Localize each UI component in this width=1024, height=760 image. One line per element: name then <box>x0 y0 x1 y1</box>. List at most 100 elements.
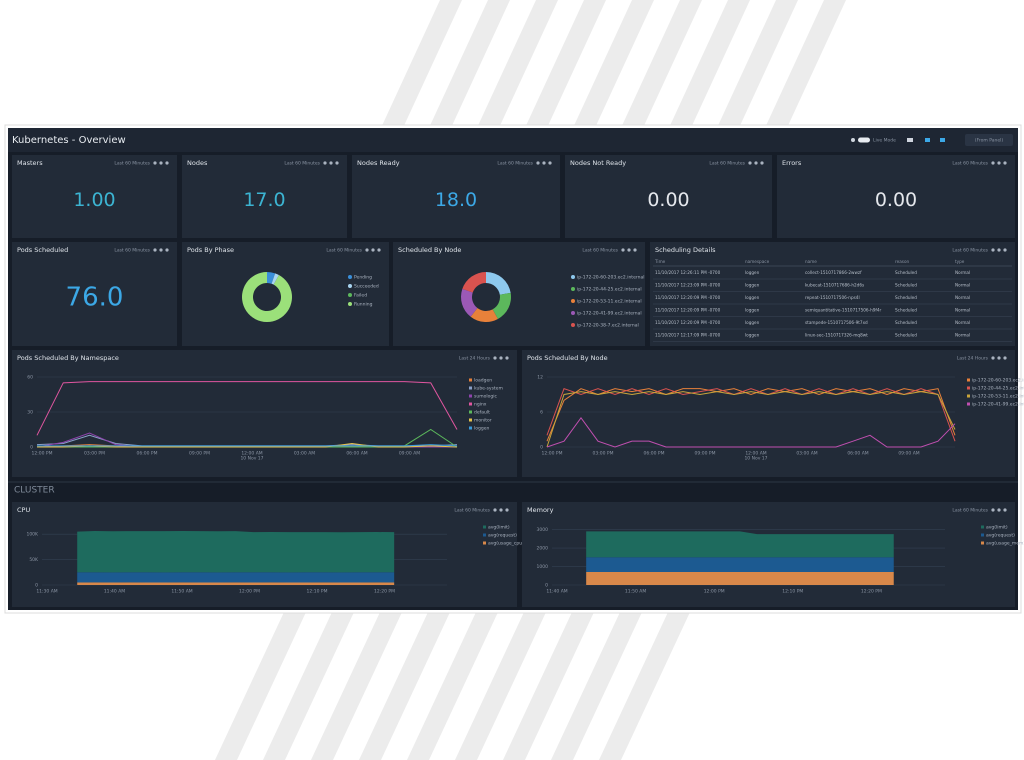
panel-icon[interactable] <box>991 248 995 252</box>
panel-icon[interactable] <box>997 508 1001 512</box>
panel-icon[interactable] <box>371 248 375 252</box>
panel-icon[interactable] <box>493 508 497 512</box>
from-panel-button[interactable] <box>965 134 1013 146</box>
panel-icon[interactable] <box>159 161 163 165</box>
legend-label: ip-172-20-53-11.ec2.internal <box>577 299 642 305</box>
panel-icon[interactable] <box>329 161 333 165</box>
panel-icon[interactable] <box>1003 161 1007 165</box>
panel-icon[interactable] <box>505 508 509 512</box>
panel <box>393 242 645 346</box>
panel-title: CPU <box>17 506 30 514</box>
panel-icon[interactable] <box>991 356 995 360</box>
bg-stripe <box>359 610 451 760</box>
legend-label: kube-system <box>474 386 503 392</box>
y-tick-label: 0 <box>35 583 38 589</box>
panel-icon[interactable] <box>997 248 1001 252</box>
panel-icon[interactable] <box>991 508 995 512</box>
panel-icon[interactable] <box>754 161 758 165</box>
live-toggle[interactable] <box>858 137 870 143</box>
y-tick-label: 12 <box>537 375 543 381</box>
legend-swatch <box>967 402 970 406</box>
legend-swatch <box>981 533 984 537</box>
panel-icon[interactable] <box>505 356 509 360</box>
x-tick-label: 09:00 AM <box>399 451 420 457</box>
panel-icon[interactable] <box>493 356 497 360</box>
y-tick-label: 30 <box>27 410 33 416</box>
legend-label: Succeeded <box>354 284 379 290</box>
donut-slice <box>461 288 478 317</box>
panel-icon[interactable] <box>621 248 625 252</box>
table-cell: Normal <box>955 270 970 275</box>
panel-icon[interactable] <box>542 161 546 165</box>
table-cell: semiquantitative-1510717506-h9f4r <box>805 308 882 313</box>
legend-swatch <box>571 275 575 279</box>
legend-swatch <box>483 533 486 537</box>
stat-value: 0.00 <box>647 189 689 211</box>
bg-stripe <box>407 610 499 760</box>
panel-icon[interactable] <box>365 248 369 252</box>
legend-swatch <box>348 284 352 288</box>
panel-icon[interactable] <box>748 161 752 165</box>
area <box>586 572 894 585</box>
panel-icon[interactable] <box>159 248 163 252</box>
header-bar <box>8 128 1018 152</box>
panel-icon[interactable] <box>548 161 552 165</box>
panel-title: Pods By Phase <box>187 246 234 254</box>
panel-icon[interactable] <box>499 356 503 360</box>
filter-icon[interactable] <box>925 138 930 142</box>
legend-swatch <box>348 293 352 297</box>
panel-icon[interactable] <box>499 508 503 512</box>
stat-value: 18.0 <box>435 189 477 211</box>
panel-icon[interactable] <box>633 248 637 252</box>
panel-icon[interactable] <box>335 161 339 165</box>
legend-swatch <box>483 525 486 529</box>
line <box>37 444 458 447</box>
table-cell: loggen <box>745 320 760 325</box>
background <box>215 0 846 760</box>
legend-label: ip-172-20-41-99.ec2.internal <box>577 311 642 317</box>
panel-icon[interactable] <box>165 161 169 165</box>
legend-swatch <box>469 418 472 422</box>
panel-range: Last 60 Minutes <box>114 248 150 254</box>
table-cell: loggen <box>745 308 760 313</box>
y-tick-label: 0 <box>30 445 33 451</box>
panel-icon[interactable] <box>377 248 381 252</box>
panel-icon[interactable] <box>536 161 540 165</box>
legend-label: avg(usage_mem) <box>986 541 1024 547</box>
line <box>37 442 458 448</box>
panel-title: Nodes Ready <box>357 159 400 167</box>
x-tick-label: 03:00 AM <box>796 451 817 457</box>
bg-stripe <box>428 0 510 130</box>
legend-label: ip-172-20-44-25.ec2.internal <box>577 287 642 293</box>
table-cell: Normal <box>955 283 970 288</box>
panel-icon[interactable] <box>165 248 169 252</box>
panel-icon[interactable] <box>1003 508 1007 512</box>
panel <box>777 155 1015 238</box>
table-cell: 11/10/2017 12:20:09 PM -0700 <box>655 308 721 313</box>
panel-icon[interactable] <box>991 161 995 165</box>
panel-icon[interactable] <box>1003 248 1007 252</box>
y-tick-label: 6 <box>540 410 543 416</box>
panel-icon[interactable] <box>997 161 1001 165</box>
line <box>546 388 956 442</box>
edit-icon[interactable] <box>907 138 913 142</box>
bg-stripe <box>311 610 403 760</box>
share-icon[interactable] <box>940 138 945 142</box>
x-tick-label: 11:50 AM <box>625 589 646 595</box>
panel-icon[interactable] <box>760 161 764 165</box>
table-cell: Scheduled <box>895 320 917 325</box>
x-tick-label: 12:00 AM <box>241 451 262 457</box>
legend-swatch <box>571 323 575 327</box>
legend-swatch <box>571 299 575 303</box>
panel-icon[interactable] <box>153 248 157 252</box>
panel-icon[interactable] <box>997 356 1001 360</box>
panel-icon[interactable] <box>323 161 327 165</box>
legend-label: ip-172-20-41-99.ec2.internal <box>972 402 1024 408</box>
bg-stripe <box>503 610 595 760</box>
x-tick-label: 12:00 PM <box>32 451 53 457</box>
panel-range: Last 60 Minutes <box>952 508 988 514</box>
panel-icon[interactable] <box>1003 356 1007 360</box>
panel-icon[interactable] <box>627 248 631 252</box>
panel-icon[interactable] <box>153 161 157 165</box>
